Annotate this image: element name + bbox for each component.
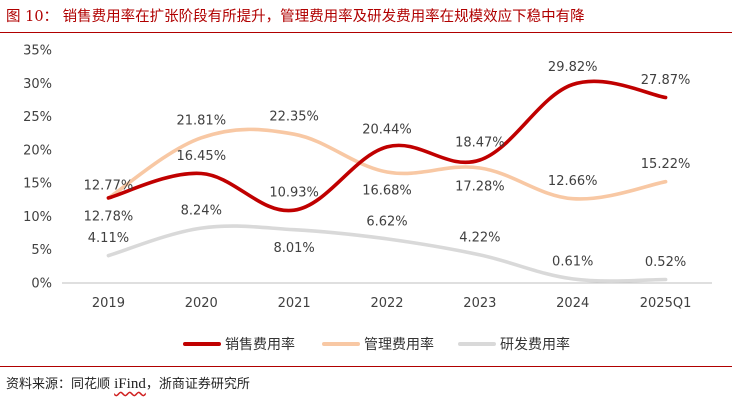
y-tick-label: 20% [23,143,52,158]
x-tick-label: 2025Q1 [640,296,692,311]
data-label-admin: 17.28% [455,179,505,194]
data-label-rd: 4.11% [88,231,129,246]
source-rule [0,366,732,367]
title-rule [0,32,732,33]
data-label-rd: 8.01% [273,241,314,256]
x-tick-label: 2021 [278,296,311,311]
x-axis: 2019 2020 2021 2022 2023 2024 2025Q1 [62,282,712,311]
data-label-rd: 6.62% [366,214,407,229]
data-label-admin: 16.68% [362,183,412,198]
data-label-layer: 4.11% 8.24% 8.01% 6.62% 4.22% 0.61% 0.52% 12.77… [84,60,691,270]
source-ifind: iFind [114,376,146,392]
y-tick-label: 35% [23,44,52,59]
series-line-admin [106,127,668,201]
data-label-rd: 8.24% [181,204,222,219]
data-label-sales: 29.82% [548,60,598,75]
data-label-sales: 16.45% [176,149,226,164]
data-label-sales: 18.47% [455,136,505,151]
data-label-admin: 12.77% [84,178,134,193]
chart-title: 图 10： 销售费用率在扩张阶段有所提升，管理费用率及研发费用率在规模效应下稳中… [6,9,585,25]
y-tick-label: 25% [23,110,52,125]
legend-label-admin: 管理费用率 [364,336,434,353]
y-tick-label: 15% [23,177,52,192]
x-tick-label: 2023 [463,296,496,311]
y-tick-label: 30% [23,77,52,92]
y-axis: 0% 5% 10% 15% 20% 25% 30% 35% [23,44,52,292]
source-prefix: 资料来源：同花顺 [6,377,115,392]
source-note: 资料来源：同花顺 iFind，浙商证券研究所 [6,373,250,395]
data-label-rd: 0.61% [552,254,593,269]
y-tick-label: 10% [23,210,52,225]
y-tick-label: 0% [31,277,52,292]
x-tick-label: 2022 [370,296,403,311]
series-line-rd [106,224,668,283]
x-tick-label: 2020 [185,296,218,311]
data-label-sales: 20.44% [362,122,412,137]
y-tick-label: 5% [31,243,52,258]
series-line-sales [106,79,668,213]
data-label-sales: 10.93% [269,186,319,201]
legend-label-sales: 销售费用率 [225,336,295,353]
data-label-admin: 22.35% [269,110,319,125]
x-tick-label: 2019 [92,296,125,311]
line-chart: 0%5%10%15%20%25%30%35% 2019 2020 2021 2022 2… [23,44,712,353]
legend-label-rd: 研发费用率 [500,336,570,353]
x-tick-label: 2024 [556,296,589,311]
data-label-sales: 27.87% [641,73,691,88]
data-label-admin: 12.66% [548,174,598,189]
legend: 销售费用率 管理费用率 研发费用率 [183,336,570,353]
data-label-rd: 4.22% [459,230,500,245]
series-layer [106,79,668,283]
data-label-admin: 21.81% [176,113,226,128]
data-label-admin: 15.22% [641,157,691,172]
source-suffix: ，浙商证券研究所 [145,377,250,392]
data-label-sales: 12.78% [84,209,134,224]
data-label-rd: 0.52% [645,255,686,270]
